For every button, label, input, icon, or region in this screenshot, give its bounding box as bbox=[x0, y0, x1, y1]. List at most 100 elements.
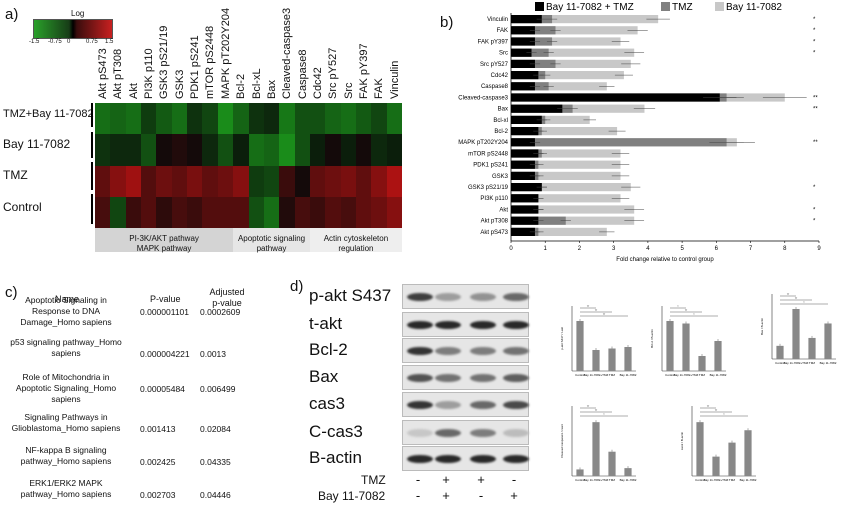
heatmap-cell bbox=[294, 165, 311, 198]
heatmap-cell bbox=[217, 165, 234, 198]
heatmap-column-label: Caspase8 bbox=[296, 49, 309, 99]
heatmap-grid bbox=[95, 103, 403, 229]
bay-sign: + bbox=[510, 488, 518, 503]
bar bbox=[511, 104, 563, 113]
blot-band bbox=[503, 400, 529, 409]
mini-category-label: Control bbox=[775, 361, 785, 365]
mini-bar bbox=[576, 321, 584, 371]
legend-tick-label: -0.75 bbox=[48, 39, 62, 45]
heatmap-cell bbox=[95, 196, 111, 229]
heatmap-cell bbox=[141, 196, 157, 229]
bar bbox=[511, 183, 631, 192]
heatmap-cell bbox=[171, 103, 188, 135]
bar bbox=[511, 82, 535, 91]
heatmap-cell bbox=[309, 103, 326, 135]
pathway-group-label: PI-3K/AKT pathway MAPK pathway bbox=[95, 228, 234, 253]
blot-protein-label: Bax bbox=[309, 367, 339, 386]
significance-marker: * bbox=[813, 39, 816, 45]
heatmap-column-label: Cleaved-caspase3 bbox=[281, 7, 294, 99]
category-label: Akt pS473 bbox=[480, 230, 508, 236]
legend-tick-label: 1.5 bbox=[105, 39, 114, 45]
blot-strip bbox=[402, 392, 529, 417]
blot-band bbox=[470, 292, 496, 301]
blot-protein-label: Bcl-2 bbox=[309, 340, 348, 359]
x-tick-label: 3 bbox=[612, 246, 616, 252]
mini-bar bbox=[592, 350, 600, 371]
blot-protein-label: B-actin bbox=[309, 448, 362, 467]
heatmap-row-label: TMZ bbox=[3, 168, 28, 182]
significance-marker: * bbox=[813, 219, 816, 225]
significance-marker: * bbox=[723, 413, 725, 417]
heatmap-cell bbox=[279, 134, 296, 166]
heatmap-cell bbox=[340, 196, 357, 229]
bar bbox=[511, 205, 539, 214]
significance-marker: ** bbox=[587, 405, 590, 409]
blot-protein-label: cas3 bbox=[309, 394, 345, 413]
blot-band bbox=[435, 428, 461, 437]
x-tick-label: 9 bbox=[817, 246, 821, 252]
blot-band bbox=[503, 454, 529, 463]
heatmap-column-label: Bcl-2 bbox=[235, 73, 248, 99]
significance-marker: * bbox=[813, 51, 816, 57]
category-label: PI3K p110 bbox=[480, 196, 508, 202]
mini-bar bbox=[744, 430, 752, 476]
bay-sign: - bbox=[415, 488, 421, 503]
table-row-adjusted: 0.04335 bbox=[200, 457, 231, 467]
heatmap-cell bbox=[325, 196, 342, 229]
table-header-adjusted: Adjusted p-value bbox=[209, 287, 245, 308]
pathway-group-label: Actin cytoskeleton regulation bbox=[309, 228, 402, 253]
mini-bar bbox=[592, 422, 600, 476]
blot-band bbox=[407, 373, 433, 382]
mini-bar bbox=[792, 309, 800, 359]
bar bbox=[511, 205, 635, 214]
heatmap-cell bbox=[156, 196, 173, 229]
heatmap-cell bbox=[95, 165, 111, 198]
panel-d-label: d) bbox=[290, 278, 304, 295]
significance-marker: ** bbox=[707, 405, 710, 409]
heatmap-column-label: FAK pY397 bbox=[357, 43, 370, 99]
blot-strip bbox=[402, 312, 529, 337]
mini-bar bbox=[808, 337, 816, 359]
x-tick-label: 0 bbox=[509, 246, 513, 252]
blot-protein-label: C-cas3 bbox=[309, 422, 363, 441]
heatmap-cell bbox=[309, 134, 326, 166]
heatmap-cell bbox=[279, 196, 296, 229]
heatmap-cell bbox=[110, 103, 127, 135]
table-row-pvalue: 0.002703 bbox=[140, 490, 176, 500]
mini-y-label: Bax / B-actin bbox=[760, 318, 764, 335]
category-label: Vinculin bbox=[487, 17, 508, 23]
bar bbox=[511, 138, 727, 147]
significance-marker: * bbox=[813, 207, 816, 213]
table-row-pvalue: 0.001413 bbox=[140, 424, 176, 434]
heatmap-cell bbox=[233, 165, 249, 198]
mini-category-label: Bay 11-7082+TMZ bbox=[784, 361, 809, 365]
heatmap-cell bbox=[187, 134, 203, 166]
x-tick-label: 6 bbox=[715, 246, 719, 252]
table-header-name: Name bbox=[55, 294, 80, 304]
significance-marker: ** bbox=[685, 309, 688, 313]
mini-category-label: TMZ bbox=[609, 478, 615, 482]
blot-band bbox=[503, 428, 529, 437]
pathway-group-label: Apoptotic signaling pathway bbox=[233, 228, 310, 253]
bar bbox=[511, 59, 631, 68]
panel-a-label: a) bbox=[5, 6, 19, 23]
x-tick-label: 1 bbox=[544, 246, 548, 252]
blot-band bbox=[470, 320, 496, 329]
legend-colorbar bbox=[33, 19, 113, 39]
blot-band bbox=[470, 428, 496, 437]
heatmap-cell bbox=[294, 196, 311, 229]
legend-label: Bay 11-7082 + TMZ bbox=[546, 2, 634, 13]
heatmap-cell bbox=[263, 196, 280, 229]
mini-bar bbox=[608, 451, 616, 476]
heatmap-cell bbox=[95, 103, 111, 135]
heatmap-cell bbox=[355, 196, 372, 229]
bar bbox=[511, 37, 535, 46]
heatmap-cell bbox=[202, 196, 219, 229]
mini-y-label: Cleaved caspase3 / cas3 bbox=[560, 424, 564, 458]
x-tick-label: 2 bbox=[578, 246, 582, 252]
table-row-adjusted: 0.0013 bbox=[200, 349, 226, 359]
table-row-adjusted: 0.04446 bbox=[200, 490, 231, 500]
legend-ticks: -1.5 -0.75 0 0.75 1.5 bbox=[29, 39, 114, 49]
